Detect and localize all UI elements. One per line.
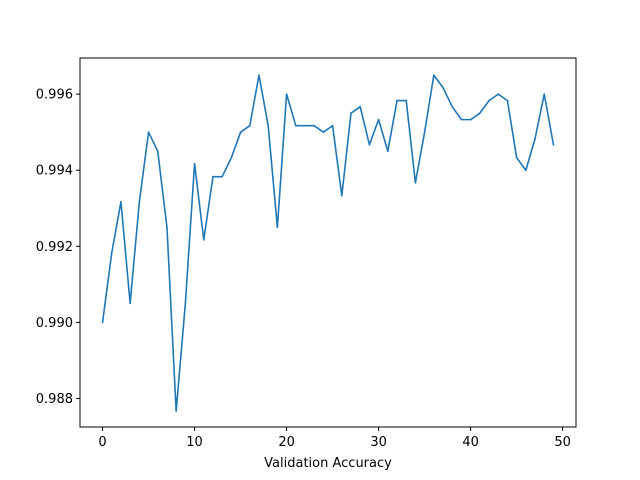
data-point: [469, 118, 472, 121]
y-tick-label: 0.996: [36, 88, 73, 103]
y-tick-label: 0.994: [36, 164, 73, 179]
data-point: [387, 150, 389, 153]
plot-layer: [101, 74, 555, 412]
y-tick-label: 0.992: [36, 240, 73, 255]
x-tick-label: 30: [370, 435, 387, 450]
data-point: [138, 200, 141, 203]
data-point: [212, 175, 214, 178]
data-point: [460, 118, 463, 121]
data-point: [377, 118, 380, 121]
data-point: [396, 99, 398, 102]
data-point: [405, 99, 408, 102]
data-point: [368, 143, 371, 146]
data-point: [341, 194, 343, 197]
data-point: [322, 131, 325, 133]
x-tick-label: 10: [186, 435, 203, 450]
data-point: [285, 93, 288, 95]
data-point: [129, 302, 131, 305]
data-point: [184, 302, 187, 305]
plot-frame: [79, 57, 577, 428]
y-tick-label: 0.990: [36, 316, 73, 331]
data-point: [488, 99, 490, 102]
x-tick-label: 40: [462, 435, 479, 450]
data-point: [267, 124, 269, 127]
data-point: [166, 226, 168, 229]
data-point: [451, 105, 454, 108]
data-point: [120, 200, 122, 203]
data-point: [515, 156, 518, 159]
data-point: [258, 74, 260, 76]
data-point: [175, 410, 177, 412]
data-point: [248, 124, 251, 127]
x-axis: 0 10 20 30 40 50: [98, 427, 571, 450]
data-point: [350, 112, 352, 114]
data-point: [433, 74, 435, 76]
data-point: [193, 162, 196, 165]
series-line: [101, 74, 555, 412]
data-point: [359, 105, 362, 108]
x-tick-label: 20: [278, 435, 295, 450]
data-point: [110, 251, 113, 254]
y-axis: 0.988 0.990 0.992 0.994 0.996: [36, 88, 80, 407]
y-tick-label: 0.988: [36, 392, 73, 407]
data-point: [479, 112, 481, 114]
data-point: [552, 143, 555, 146]
x-axis-label: Validation Accuracy: [264, 456, 392, 471]
data-point: [230, 156, 233, 159]
data-point: [506, 99, 509, 102]
data-point: [101, 321, 104, 324]
data-point: [525, 169, 527, 172]
data-point: [239, 131, 242, 133]
data-point: [423, 131, 426, 133]
data-point: [304, 124, 306, 127]
data-point: [442, 86, 444, 89]
data-point: [313, 124, 315, 127]
data-point: [294, 124, 297, 127]
data-point: [221, 175, 223, 178]
data-point: [414, 181, 417, 184]
data-point: [202, 239, 205, 241]
x-tick-label: 0: [98, 435, 106, 450]
x-tick-label: 50: [554, 435, 571, 450]
data-point: [543, 93, 546, 95]
data-point: [534, 137, 536, 140]
data-point: [331, 124, 334, 127]
data-point: [497, 93, 500, 95]
data-point: [147, 131, 150, 133]
data-point: [156, 150, 159, 153]
data-point: [276, 226, 279, 229]
